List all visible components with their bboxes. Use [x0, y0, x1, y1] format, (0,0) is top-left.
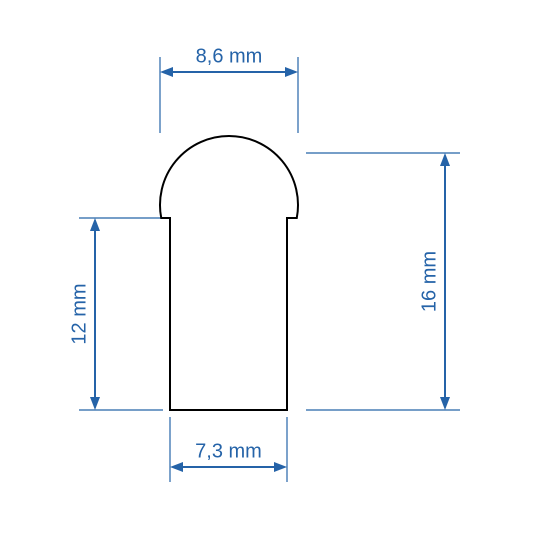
dim-right-label: 16 mm	[418, 251, 440, 312]
dim-top-label: 8,6 mm	[196, 45, 263, 67]
dim-left-label: 12 mm	[68, 283, 90, 344]
technical-drawing: 8,6 mm 7,3 mm 12 mm 16 mm	[0, 0, 550, 550]
profile-outline	[160, 136, 298, 410]
dim-bottom-label: 7,3 mm	[195, 440, 262, 462]
